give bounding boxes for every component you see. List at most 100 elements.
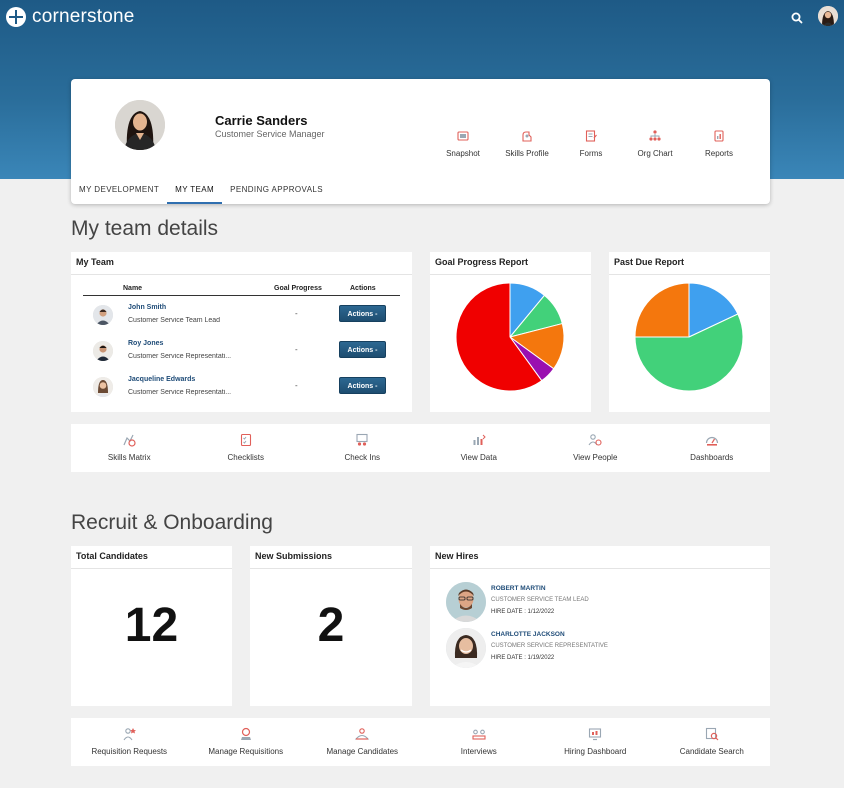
pie-slice-green[interactable] bbox=[634, 313, 744, 392]
tab-my-development[interactable]: MY DEVELOPMENT bbox=[79, 185, 160, 194]
goal-progress-panel: Goal Progress Report bbox=[430, 252, 591, 412]
total-candidates-count: 12 bbox=[124, 599, 179, 652]
section-title-recruit: Recruit & Onboarding bbox=[71, 511, 273, 534]
profile-name: Carrie Sanders bbox=[215, 113, 308, 128]
past-due-pie-chart[interactable] bbox=[609, 275, 770, 411]
tool-view-people[interactable]: View People bbox=[537, 424, 654, 472]
actions-button[interactable]: Actions - bbox=[339, 377, 386, 394]
list-item[interactable]: CHARLOTTE JACKSON CUSTOMER SERVICE REPRE… bbox=[446, 628, 766, 668]
table-row: Roy Jones Customer Service Representati.… bbox=[83, 333, 400, 369]
past-due-panel: Past Due Report bbox=[609, 252, 770, 412]
cornerstone-logo-icon bbox=[6, 7, 26, 27]
tool-hiring-dashboard[interactable]: Hiring Dashboard bbox=[537, 718, 654, 766]
total-candidates-panel[interactable]: Total Candidates 12 bbox=[71, 546, 232, 706]
team-member-name[interactable]: Jacqueline Edwards bbox=[128, 376, 196, 383]
pie-slice-red[interactable] bbox=[455, 282, 543, 392]
tool-view-data[interactable]: View Data bbox=[421, 424, 538, 472]
new-hire-date: HIRE DATE : 1/19/2022 bbox=[491, 655, 555, 661]
quick-link-skills-profile[interactable]: Skills Profile bbox=[495, 129, 559, 158]
tool-interviews[interactable]: Interviews bbox=[421, 718, 538, 766]
list-item[interactable]: ROBERT MARTIN CUSTOMER SERVICE TEAM LEAD… bbox=[446, 582, 766, 622]
brand-name: cornerstone bbox=[32, 6, 135, 27]
actions-button[interactable]: Actions - bbox=[339, 341, 386, 358]
goal-progress-pie-chart[interactable] bbox=[430, 275, 591, 411]
new-submissions-panel[interactable]: New Submissions 2 bbox=[250, 546, 412, 706]
tool-manage-requisitions[interactable]: Manage Requisitions bbox=[188, 718, 305, 766]
interviews-icon bbox=[472, 729, 486, 740]
brand-logo[interactable]: cornerstone bbox=[6, 6, 135, 28]
table-header-divider bbox=[83, 295, 400, 296]
new-hire-name: ROBERT MARTIN bbox=[491, 585, 546, 592]
user-avatar[interactable] bbox=[818, 6, 838, 26]
new-hire-role: CUSTOMER SERVICE TEAM LEAD bbox=[491, 597, 589, 603]
view-data-icon bbox=[473, 434, 486, 445]
hiring-dashboard-icon bbox=[589, 728, 602, 741]
quick-link-forms[interactable]: Forms bbox=[559, 129, 623, 158]
profile-tabs: MY DEVELOPMENT MY TEAM PENDING APPROVALS bbox=[71, 181, 331, 204]
my-team-title: My Team bbox=[71, 252, 412, 275]
new-submissions-title: New Submissions bbox=[250, 546, 412, 569]
quick-links: Snapshot Skills Profile Forms bbox=[431, 129, 751, 158]
new-hires-panel: New Hires ROBERT MARTIN CUSTOMER SERVICE… bbox=[430, 546, 770, 706]
tool-candidate-search[interactable]: Candidate Search bbox=[654, 718, 771, 766]
column-header-actions: Actions bbox=[350, 285, 376, 292]
quick-link-snapshot[interactable]: Snapshot bbox=[431, 129, 495, 158]
my-team-panel: My Team Name Goal Progress Actions John … bbox=[71, 252, 412, 412]
team-member-name[interactable]: John Smith bbox=[128, 304, 167, 311]
tab-my-team[interactable]: MY TEAM bbox=[167, 181, 223, 204]
new-hires-title: New Hires bbox=[430, 546, 770, 569]
dashboards-icon bbox=[705, 436, 718, 446]
column-header-name: Name bbox=[123, 285, 143, 292]
skills-matrix-icon bbox=[123, 434, 136, 447]
team-member-role: Customer Service Representati... bbox=[128, 389, 232, 396]
tool-checklists[interactable]: Checklists bbox=[188, 424, 305, 472]
goal-progress-title: Goal Progress Report bbox=[430, 252, 591, 275]
manage-requisitions-icon bbox=[240, 727, 251, 740]
team-member-role: Customer Service Team Lead bbox=[128, 317, 221, 324]
new-hire-avatar bbox=[446, 582, 486, 622]
table-row: Jacqueline Edwards Customer Service Repr… bbox=[83, 369, 400, 405]
reports-icon bbox=[714, 130, 724, 142]
tool-dashboards[interactable]: Dashboards bbox=[654, 424, 771, 472]
checklists-icon bbox=[240, 433, 251, 447]
actions-button[interactable]: Actions - bbox=[339, 305, 386, 322]
pie-slice-orange[interactable] bbox=[634, 282, 690, 338]
recruit-tools-strip: Requisition Requests Manage Requisitions… bbox=[71, 718, 770, 766]
total-candidates-title: Total Candidates bbox=[71, 546, 232, 569]
new-hire-date: HIRE DATE : 1/12/2022 bbox=[491, 609, 555, 615]
column-header-goal-progress: Goal Progress bbox=[274, 285, 322, 292]
team-member-goal-progress: - bbox=[295, 381, 298, 390]
check-ins-icon bbox=[356, 433, 368, 446]
team-member-role: Customer Service Representati... bbox=[128, 353, 232, 360]
view-people-icon bbox=[588, 434, 602, 446]
table-row: John Smith Customer Service Team Lead - … bbox=[83, 297, 400, 333]
search-icon[interactable] bbox=[790, 11, 804, 25]
section-title-team: My team details bbox=[71, 217, 219, 240]
team-tools-strip: Skills Matrix Checklists Check Ins View … bbox=[71, 424, 770, 472]
pie-slice-blue[interactable] bbox=[688, 282, 739, 338]
team-member-goal-progress: - bbox=[295, 345, 298, 354]
team-member-goal-progress: - bbox=[295, 309, 298, 318]
new-hire-name: CHARLOTTE JACKSON bbox=[491, 631, 565, 638]
quick-link-reports[interactable]: Reports bbox=[687, 129, 751, 158]
tab-pending-approvals[interactable]: PENDING APPROVALS bbox=[230, 185, 324, 194]
org-chart-icon bbox=[649, 130, 661, 141]
new-submissions-count: 2 bbox=[317, 599, 345, 652]
profile-role: Customer Service Manager bbox=[215, 129, 325, 139]
tool-check-ins[interactable]: Check Ins bbox=[304, 424, 421, 472]
team-member-avatar bbox=[93, 377, 113, 397]
team-member-name[interactable]: Roy Jones bbox=[128, 340, 164, 347]
manage-candidates-icon bbox=[355, 728, 370, 740]
skills-profile-icon bbox=[522, 131, 532, 142]
new-hire-avatar bbox=[446, 628, 486, 668]
team-member-avatar bbox=[93, 305, 113, 325]
quick-link-org-chart[interactable]: Org Chart bbox=[623, 129, 687, 158]
tool-manage-candidates[interactable]: Manage Candidates bbox=[304, 718, 421, 766]
profile-card: Carrie Sanders Customer Service Manager … bbox=[71, 79, 770, 204]
tool-skills-matrix[interactable]: Skills Matrix bbox=[71, 424, 188, 472]
requisition-requests-icon bbox=[123, 728, 137, 741]
tool-requisition-requests[interactable]: Requisition Requests bbox=[71, 718, 188, 766]
snapshot-icon bbox=[457, 131, 469, 141]
candidate-search-icon bbox=[705, 727, 719, 741]
new-hire-role: CUSTOMER SERVICE REPRESENTATIVE bbox=[491, 643, 608, 649]
